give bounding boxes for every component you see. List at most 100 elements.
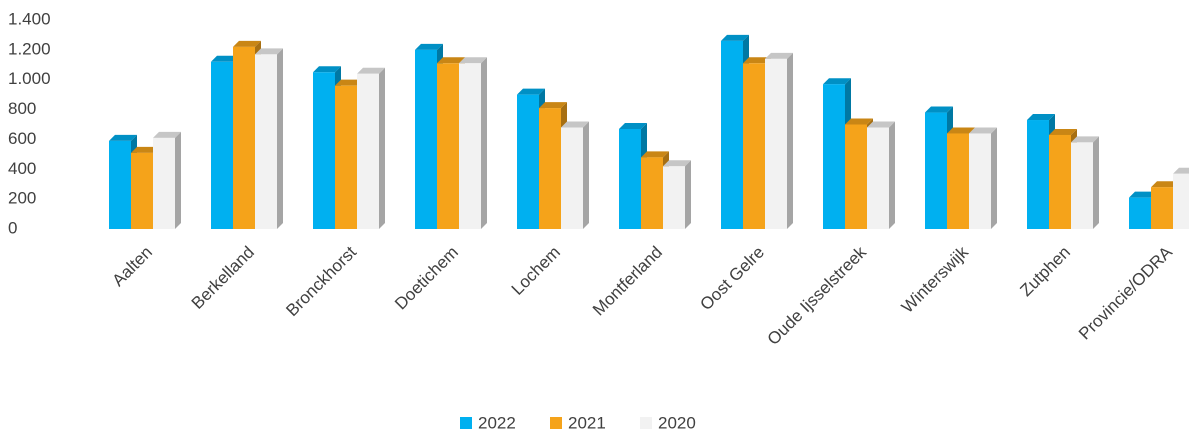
bar: [233, 46, 255, 229]
bar: [925, 112, 947, 229]
x-tick-label: Oost Gelre: [696, 243, 768, 315]
bar: [313, 72, 335, 229]
bar-top: [619, 122, 647, 129]
bar: [517, 94, 539, 230]
legend-label: 2021: [568, 413, 606, 432]
bar-top: [845, 118, 873, 125]
bar-top: [357, 67, 385, 74]
bar-side: [787, 52, 793, 229]
bar: [1027, 120, 1049, 229]
y-tick-label: 600: [8, 129, 36, 148]
bar: [743, 63, 765, 229]
bar: [109, 140, 131, 229]
bar-top: [561, 121, 589, 128]
x-tick-label: Berkelland: [188, 243, 258, 313]
legend-swatch: [640, 417, 652, 429]
bar-top: [313, 66, 341, 73]
bar-top: [1173, 167, 1189, 174]
bar: [561, 127, 583, 229]
bar-top: [743, 57, 771, 64]
bar: [969, 133, 991, 229]
bar-side: [277, 48, 283, 230]
bar: [1173, 173, 1189, 229]
x-tick-label: Winterswijk: [898, 242, 973, 317]
legend-label: 2022: [478, 413, 516, 432]
bar: [255, 54, 277, 230]
bar: [153, 137, 175, 229]
x-tick-label: Bronckhorst: [282, 242, 360, 320]
bar-top: [233, 40, 261, 47]
bar: [765, 58, 787, 229]
bar: [1049, 134, 1071, 229]
bar-top: [925, 106, 953, 113]
bar: [1129, 197, 1151, 229]
y-tick-label: 200: [8, 189, 36, 208]
x-tick-label: Provincie/ODRA: [1075, 242, 1176, 343]
bar-top: [823, 78, 851, 85]
bar-top: [437, 57, 465, 64]
x-tick-label: Doetichem: [391, 243, 462, 314]
bar: [947, 133, 969, 229]
x-tick-label: Oude Ijsselstreek: [764, 242, 871, 349]
bar-top: [969, 127, 997, 134]
bar-top: [517, 88, 545, 95]
bar: [641, 157, 663, 229]
bar-top: [1049, 128, 1077, 135]
bar-side: [481, 57, 487, 229]
y-tick-label: 1.200: [8, 39, 51, 58]
bar: [663, 166, 685, 229]
bar-side: [175, 131, 181, 229]
bar-top: [1071, 136, 1099, 143]
x-tick-label: Lochem: [508, 243, 564, 299]
legend-label: 2020: [658, 413, 696, 432]
bar-top: [765, 52, 793, 59]
y-tick-label: 400: [8, 159, 36, 178]
bar: [211, 61, 233, 229]
bar: [437, 63, 459, 229]
bar-top: [867, 121, 895, 128]
y-tick-label: 1.400: [8, 9, 51, 28]
bar: [131, 152, 153, 229]
y-tick-label: 800: [8, 99, 36, 118]
bar-top: [153, 131, 181, 138]
bar-side: [583, 121, 589, 229]
y-tick-label: 1.000: [8, 69, 51, 88]
bar-top: [211, 55, 239, 62]
bar: [415, 49, 437, 229]
bar-side: [685, 160, 691, 229]
bar: [357, 73, 379, 229]
bar: [721, 40, 743, 230]
bar-side: [1093, 136, 1099, 229]
bar-top: [459, 57, 487, 64]
bar: [459, 63, 481, 229]
bar: [1151, 187, 1173, 229]
bar-top: [1129, 191, 1157, 198]
bar-top: [539, 102, 567, 109]
x-tick-label: Aalten: [108, 243, 156, 291]
bar-top: [663, 160, 691, 167]
bar-top: [131, 146, 159, 153]
bar: [335, 85, 357, 229]
bar-top: [415, 43, 443, 50]
x-tick-label: Montferland: [589, 243, 666, 320]
bar-top: [1027, 114, 1055, 121]
bar-top: [721, 34, 749, 41]
bar: [845, 124, 867, 229]
y-tick-label: 0: [8, 218, 17, 237]
legend-swatch: [460, 417, 472, 429]
x-tick-label: Zutphen: [1016, 243, 1074, 301]
bar-top: [335, 79, 363, 86]
bar-top: [109, 134, 137, 141]
legend-swatch: [550, 417, 562, 429]
bar-side: [991, 127, 997, 229]
bar-top: [1151, 181, 1179, 188]
bar-top: [641, 151, 669, 158]
bar: [539, 108, 561, 229]
bar-top: [255, 48, 283, 55]
bar: [619, 128, 641, 229]
bar-side: [379, 67, 385, 229]
bar: [1071, 142, 1093, 229]
bar: [823, 84, 845, 229]
